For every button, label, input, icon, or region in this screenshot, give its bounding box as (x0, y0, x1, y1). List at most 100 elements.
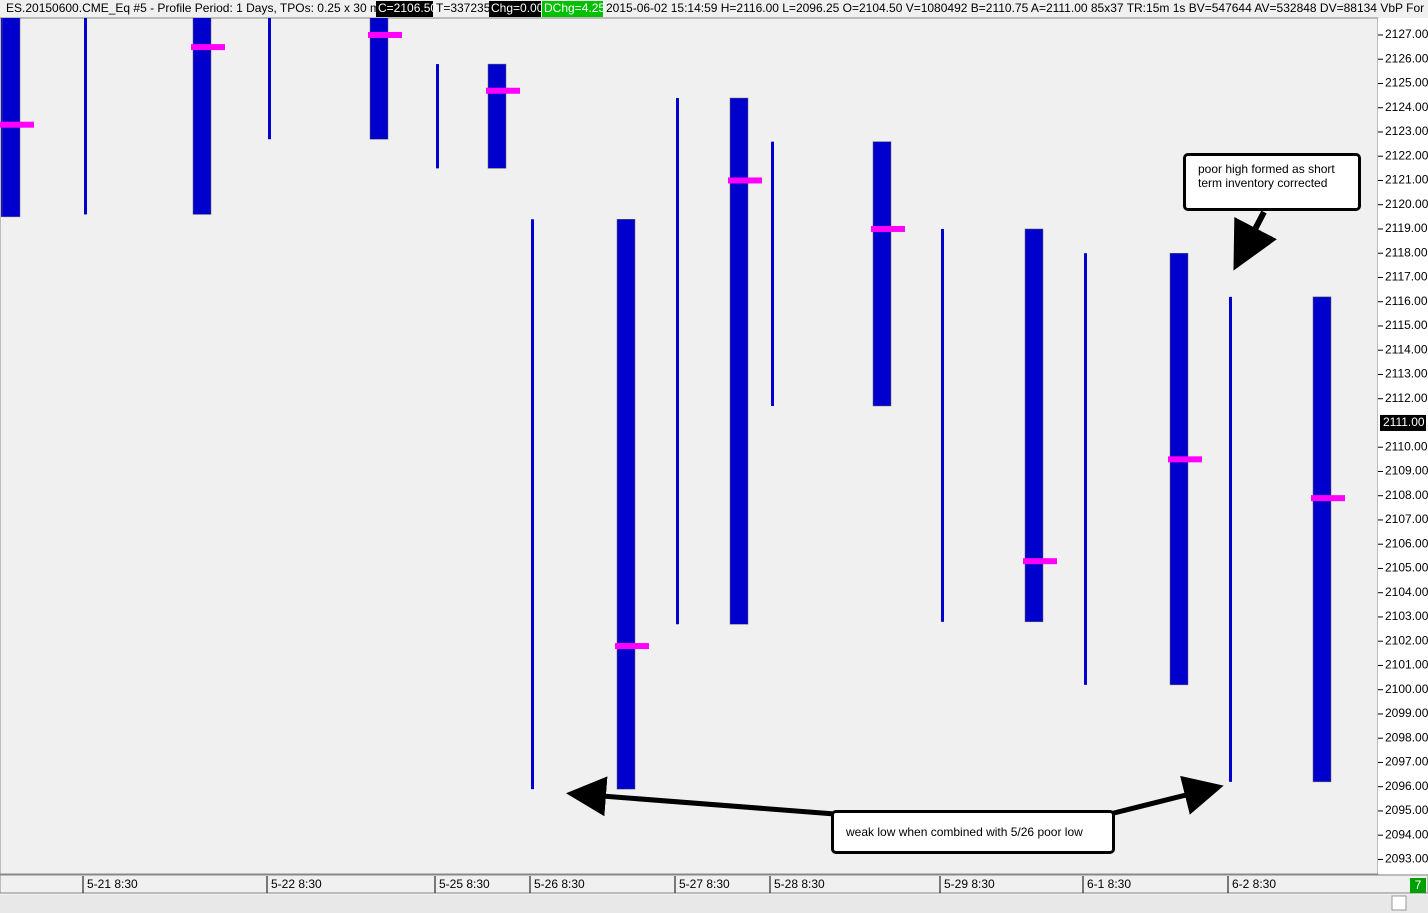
x-tick-label: 5-25 8:30 (439, 877, 490, 891)
y-tick-label: 2100.00 (1385, 682, 1428, 696)
y-tick-label: 2127.00 (1385, 27, 1428, 41)
x-tick-label: 5-28 8:30 (774, 877, 825, 891)
tpo-range (1084, 253, 1087, 685)
volume-profile (872, 141, 892, 407)
tpo-range (268, 18, 271, 140)
y-tick-label: 2105.00 (1385, 561, 1428, 575)
y-tick-label: 2096.00 (1385, 779, 1428, 793)
last-price-box (1380, 414, 1426, 431)
y-tick-label: 2104.00 (1385, 585, 1428, 599)
header-stats: 2015-06-02 15:14:59 H=2116.00 L=2096.25 … (606, 1, 1424, 15)
poc (1023, 558, 1057, 565)
volume-profile (1024, 228, 1044, 623)
y-tick-label: 2108.00 (1385, 488, 1428, 502)
tpo-range (676, 98, 679, 625)
header-change: Chg=0.00 (491, 1, 544, 15)
arrow (1109, 775, 1224, 817)
y-tick-label: 2113.00 (1385, 367, 1428, 381)
y-tick-label: 2112.00 (1385, 391, 1428, 405)
profiles (0, 18, 1345, 790)
volume-profile (192, 18, 212, 215)
x-tick-label: 5-29 8:30 (944, 877, 995, 891)
poc (486, 87, 520, 94)
header-day-change: DChg=4.25 (544, 1, 605, 15)
header-trades: T=337235 (436, 1, 491, 15)
poc (368, 31, 402, 38)
y-tick-label: 2119.00 (1385, 221, 1428, 235)
y-tick-label: 2101.00 (1385, 658, 1428, 672)
volume-profile (487, 63, 507, 169)
y-tick-label: 2123.00 (1385, 124, 1428, 138)
x-tick-label: 5-27 8:30 (679, 877, 730, 891)
y-tick-label: 2116.00 (1385, 294, 1428, 308)
y-tick-label: 2114.00 (1385, 342, 1428, 356)
y-axis: 2093.00 2094.00 2095.00 2096.00 2097.00 2098.… (1378, 27, 1428, 866)
poc (191, 44, 225, 51)
x-tick-label: 6-2 8:30 (1232, 877, 1276, 891)
poc (871, 225, 905, 232)
close-box (376, 1, 433, 17)
tpo-range (1229, 296, 1232, 782)
header-close: C=2106.50 (378, 1, 437, 15)
tpo-range (436, 64, 439, 169)
volume-profile (1169, 252, 1189, 686)
y-tick-label: 2093.00 (1385, 852, 1428, 866)
plot-area (0, 17, 1379, 875)
y-tick-label: 2109.00 (1385, 464, 1428, 478)
y-tick-label: 2098.00 (1385, 730, 1428, 744)
tpo-range (531, 219, 534, 790)
header-symbol: ES.20150600.CME_Eq #5 - Profile Period: … (6, 1, 389, 15)
volume-profile (369, 18, 389, 140)
y-tick-label: 2110.00 (1385, 439, 1428, 453)
x-axis-panel (0, 874, 1428, 894)
poc (1168, 456, 1202, 463)
x-tick-label: 6-1 8:30 (1087, 877, 1131, 891)
poc (1311, 495, 1345, 502)
poc (728, 177, 762, 184)
volume-profile (1, 18, 21, 218)
tpo-range (941, 228, 944, 622)
x-tick-label: 5-26 8:30 (534, 877, 585, 891)
y-axis-panel (1378, 18, 1428, 874)
chg-box (489, 1, 541, 17)
badge (1410, 878, 1426, 893)
y-tick-label: 2126.00 (1385, 51, 1428, 65)
y-tick-label: 2122.00 (1385, 148, 1428, 162)
y-tick-label: 2099.00 (1385, 706, 1428, 720)
annotation: weak low when combined with 5/26 poor lo… (831, 810, 1115, 854)
volume-profile (729, 97, 749, 625)
y-tick-label: 2095.00 (1385, 803, 1428, 817)
dchg-box (542, 1, 603, 17)
x-tick-label: 5-21 8:30 (87, 877, 138, 891)
tpo-range (771, 141, 774, 406)
last-price-label: 2111.00 (1383, 415, 1425, 429)
scrollbar (0, 895, 1428, 913)
y-tick-label: 2103.00 (1385, 609, 1428, 623)
volume-profile (616, 219, 636, 790)
y-tick-label: 2121.00 (1385, 173, 1428, 187)
y-tick-label: 2125.00 (1385, 76, 1428, 90)
x-tick-label: 5-22 8:30 (271, 877, 322, 891)
poc (0, 121, 34, 128)
corner-badge: 7 (1415, 878, 1422, 892)
y-tick-label: 2115.00 (1385, 318, 1428, 332)
arrow (566, 776, 836, 817)
annotation: poor high formed as short term inventory… (1183, 153, 1361, 211)
scroll-thumb[interactable] (1391, 895, 1407, 911)
y-tick-label: 2102.00 (1385, 633, 1428, 647)
y-tick-label: 2118.00 (1385, 245, 1428, 259)
y-tick-label: 2107.00 (1385, 512, 1428, 526)
arrow (1233, 210, 1277, 271)
poc (615, 643, 649, 650)
y-tick-label: 2124.00 (1385, 100, 1428, 114)
tpo-range (84, 18, 87, 215)
y-tick-label: 2094.00 (1385, 827, 1428, 841)
y-tick-label: 2117.00 (1385, 270, 1428, 284)
y-tick-label: 2106.00 (1385, 536, 1428, 550)
header: ES.20150600.CME_Eq #5 - Profile Period: … (6, 1, 1424, 17)
y-tick-label: 2120.00 (1385, 197, 1428, 211)
y-tick-label: 2097.00 (1385, 755, 1428, 769)
